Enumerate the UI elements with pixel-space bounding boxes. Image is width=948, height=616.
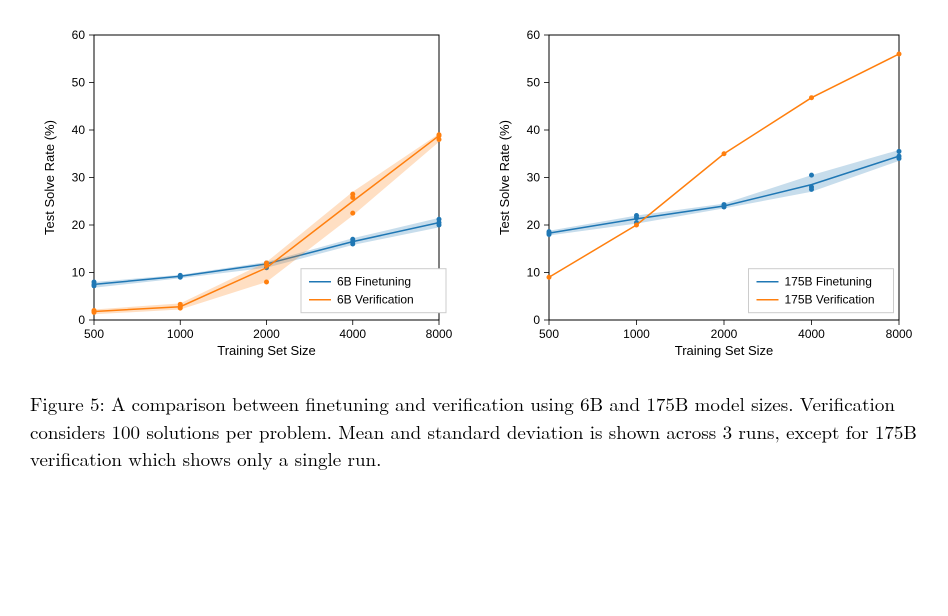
charts-row: 01020304050605001000200040008000Training… xyxy=(20,20,928,370)
series-point xyxy=(92,308,97,313)
series-point xyxy=(809,95,814,100)
y-tick-label: 20 xyxy=(527,218,541,232)
y-tick-label: 0 xyxy=(78,313,85,327)
series-point xyxy=(92,280,97,285)
y-tick-label: 30 xyxy=(527,171,541,185)
series-point xyxy=(897,149,902,154)
series-point xyxy=(350,237,355,242)
x-tick-label: 4000 xyxy=(798,327,825,341)
x-tick-label: 1000 xyxy=(167,327,194,341)
legend-label: 6B Verification xyxy=(337,293,414,307)
figure-caption: Figure 5: A comparison between finetunin… xyxy=(20,390,928,473)
series-point xyxy=(350,211,355,216)
series-point xyxy=(809,185,814,190)
series-point xyxy=(264,261,269,266)
x-tick-label: 2000 xyxy=(253,327,280,341)
y-tick-label: 0 xyxy=(533,313,540,327)
legend-label: 175B Finetuning xyxy=(785,275,872,289)
x-tick-label: 500 xyxy=(539,327,559,341)
y-tick-label: 50 xyxy=(527,76,541,90)
series-point xyxy=(547,229,552,234)
y-tick-label: 10 xyxy=(527,266,541,280)
series-point xyxy=(178,273,183,278)
series-point xyxy=(178,302,183,307)
x-tick-label: 8000 xyxy=(886,327,913,341)
y-tick-label: 20 xyxy=(72,218,86,232)
series-point xyxy=(634,213,639,218)
series-point xyxy=(634,223,639,228)
series-point xyxy=(547,275,552,280)
legend-label: 175B Verification xyxy=(785,293,875,307)
y-tick-label: 60 xyxy=(527,28,541,42)
series-point xyxy=(264,280,269,285)
series-point xyxy=(350,192,355,197)
series-point xyxy=(809,173,814,178)
x-tick-label: 2000 xyxy=(711,327,738,341)
y-tick-label: 40 xyxy=(72,123,86,137)
y-axis-label: Test Solve Rate (%) xyxy=(497,120,512,235)
caption-body: A comparison between finetuning and veri… xyxy=(30,390,917,472)
figure-container: 01020304050605001000200040008000Training… xyxy=(20,20,928,473)
x-tick-label: 8000 xyxy=(426,327,453,341)
x-axis-label: Training Set Size xyxy=(675,343,774,358)
legend-label: 6B Finetuning xyxy=(337,275,411,289)
chart-175b: 0 10 20 30 40 50 60 500 1000 2000 4000 8000 Training… xyxy=(494,20,914,370)
x-tick-label: 4000 xyxy=(339,327,366,341)
y-tick-label: 40 xyxy=(527,123,541,137)
x-tick-label: 1000 xyxy=(623,327,650,341)
series-point xyxy=(437,132,442,137)
y-tick-label: 60 xyxy=(72,28,86,42)
y-tick-label: 50 xyxy=(72,76,86,90)
caption-prefix: Figure 5: xyxy=(30,390,111,417)
series-point xyxy=(437,217,442,222)
chart-6b-svg: 0 10 20 30 40 50 60 500 1000 2000 4000 8000 Training… xyxy=(34,20,454,370)
y-tick-label: 10 xyxy=(72,266,86,280)
y-axis-label: Test Solve Rate (%) xyxy=(42,120,57,235)
series-point xyxy=(897,52,902,57)
x-axis-label: Training Set Size xyxy=(217,343,316,358)
chart-6b: 0 10 20 30 40 50 60 500 1000 2000 4000 8000 Training… xyxy=(34,20,454,370)
chart-175b-svg: 0 10 20 30 40 50 60 500 1000 2000 4000 8000 Training… xyxy=(494,20,914,370)
series-point xyxy=(897,154,902,159)
series-point xyxy=(722,202,727,207)
x-tick-label: 500 xyxy=(84,327,104,341)
y-tick-label: 30 xyxy=(72,171,86,185)
series-point xyxy=(722,151,727,156)
